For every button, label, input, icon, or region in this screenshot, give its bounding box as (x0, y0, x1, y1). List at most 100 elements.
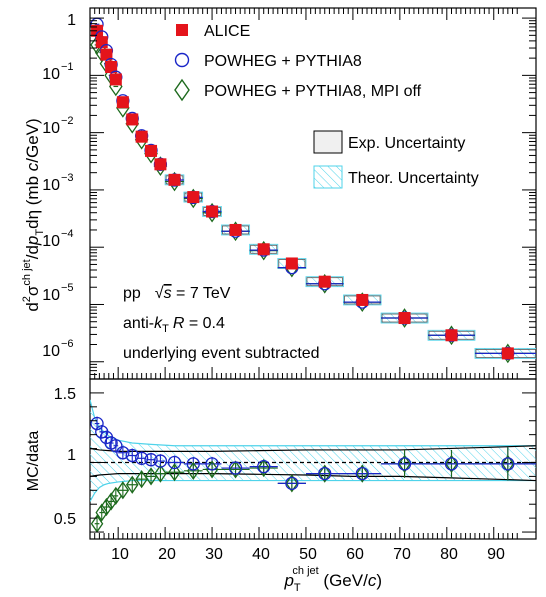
alice-point (257, 243, 270, 256)
top-y-tick-label-1: 10 (42, 66, 60, 83)
powheg-ratio-point (228, 461, 243, 475)
powheg-ratio-point (167, 455, 182, 470)
top-y-tick-label-2: 10 (42, 120, 60, 137)
annotation-jet-algorithm: anti-kT R = 0.4 (123, 315, 225, 335)
alice-point (135, 130, 148, 143)
x-tick-label-20: 20 (158, 546, 176, 563)
top-y-tick-label-3-exp: −3 (61, 172, 74, 184)
alice-point (168, 173, 181, 186)
x-tick-labels: 10 20 30 40 50 60 70 80 90 (111, 546, 505, 563)
mpioff-ratio-point (125, 475, 139, 494)
alice-point (100, 48, 113, 61)
theor-band-upper-edge (90, 399, 536, 447)
mpioff-ratio-point (95, 503, 109, 522)
alice-point (206, 205, 219, 218)
mpioff-ratio-point (205, 460, 219, 479)
powheg-ratio-point (257, 460, 271, 474)
mpioff-ratio-point (104, 492, 118, 511)
legend-box-exp-uncertainty (313, 130, 343, 154)
theor-band-lower-edge (90, 479, 536, 502)
powheg-ratio-point (144, 453, 158, 467)
top-y-tick-label-0: 1 (67, 12, 76, 29)
powheg-ratio-point (134, 451, 149, 465)
top-y-tick-label-3: 10 (42, 177, 60, 194)
mpioff-ratio-point (100, 497, 113, 517)
spectrum-markers (90, 17, 536, 364)
alice-point (501, 347, 514, 360)
top-y-tick-label-5-exp: −5 (61, 282, 74, 294)
uncertainty-legend: Exp. Uncertainty Theor. Uncertainty (313, 130, 479, 189)
legend-marker-alice (176, 24, 188, 36)
mpioff-ratio-point (154, 464, 167, 483)
alice-point (318, 275, 331, 288)
alice-point (105, 60, 118, 73)
x-tick-label-10: 10 (111, 546, 129, 563)
legend-label-powheg: POWHEG + PYTHIA8 (204, 53, 362, 70)
powheg-ratio-point (125, 448, 139, 463)
alice-point (356, 293, 369, 306)
x-tick-label-30: 30 (205, 546, 223, 563)
top-y-axis-title: d2σch jet/dpTdη (mb c/GeV) (21, 118, 46, 311)
powheg-ratio-point (109, 439, 123, 453)
powheg-ratio-point (186, 457, 200, 471)
powheg-ratio-point (153, 454, 168, 468)
powheg-ratio-point (444, 457, 459, 471)
mpioff-ratio-point (318, 464, 332, 483)
legend-label-mpioff: POWHEG + PYTHIA8, MPI off (204, 83, 422, 100)
legend-box-theor-uncertainty (313, 165, 343, 189)
alice-point (285, 257, 298, 270)
x-tick-label-70: 70 (393, 546, 411, 563)
annotation-collision: pp √s = 7 TeV (123, 285, 231, 302)
ratio-y-axis-title: MC/data (25, 431, 42, 492)
mpioff-ratio-point (168, 463, 181, 482)
legend-marker-mpioff (174, 78, 190, 102)
powheg-ratio-point (501, 457, 515, 471)
mpioff-ratio-point (356, 464, 369, 483)
top-y-tick-label-1-exp: −1 (61, 61, 74, 73)
axis-ticks (90, 8, 536, 539)
mpioff-ratio-point (285, 474, 299, 493)
ratio-y-tick-label-0: 0.5 (54, 511, 76, 528)
alice-point (398, 312, 411, 325)
powheg-ratio-point (285, 476, 299, 490)
alice-point (154, 158, 167, 171)
ratio-uncertainty-bands (90, 399, 536, 502)
alice-point (145, 144, 158, 157)
legend-label-exp-uncertainty: Exp. Uncertainty (348, 135, 465, 152)
top-y-tick-label-4: 10 (42, 233, 60, 250)
x-tick-label-80: 80 (440, 546, 458, 563)
legend-label-alice: ALICE (204, 23, 250, 40)
top-y-tick-label-5: 10 (42, 287, 60, 304)
legend-label-theor-uncertainty: Theor. Uncertainty (348, 170, 479, 187)
ratio-y-tick-label-1: 1 (67, 447, 76, 464)
alice-point (109, 73, 122, 86)
ratio-markers (90, 416, 536, 533)
alice-point (187, 191, 200, 204)
x-tick-label-60: 60 (346, 546, 364, 563)
powheg-ratio-point (318, 466, 332, 481)
top-y-tick-labels: 1 10 −1 10 −2 10 −3 10 −4 10 −5 10 −6 (42, 12, 76, 360)
alice-point (91, 24, 104, 37)
ratio-y-tick-label-2: 1.5 (54, 386, 76, 403)
top-y-tick-label-2-exp: −2 (61, 115, 74, 127)
x-axis-title: pTch jet (GeV/c) (283, 565, 382, 594)
x-tick-label-90: 90 (487, 546, 505, 563)
alice-point (445, 329, 458, 342)
alice-point (229, 223, 242, 236)
x-tick-label-50: 50 (299, 546, 317, 563)
theor-uncertainty-band (90, 399, 536, 502)
top-y-tick-label-6-exp: −6 (61, 338, 74, 350)
mpioff-ratio-point (116, 481, 130, 500)
top-y-tick-label-6: 10 (42, 343, 60, 360)
powheg-ratio-point (90, 416, 104, 431)
powheg-ratio-point (355, 466, 369, 481)
mpioff-ratio-point (257, 458, 270, 478)
mpioff-ratio-point (398, 454, 411, 473)
mpioff-ratio-point (501, 454, 515, 473)
top-y-tick-label-4-exp: −4 (61, 228, 74, 240)
alice-point (126, 113, 139, 126)
alice-point (116, 96, 129, 109)
x-tick-label-40: 40 (252, 546, 270, 563)
powheg-ratio-point (116, 446, 130, 460)
